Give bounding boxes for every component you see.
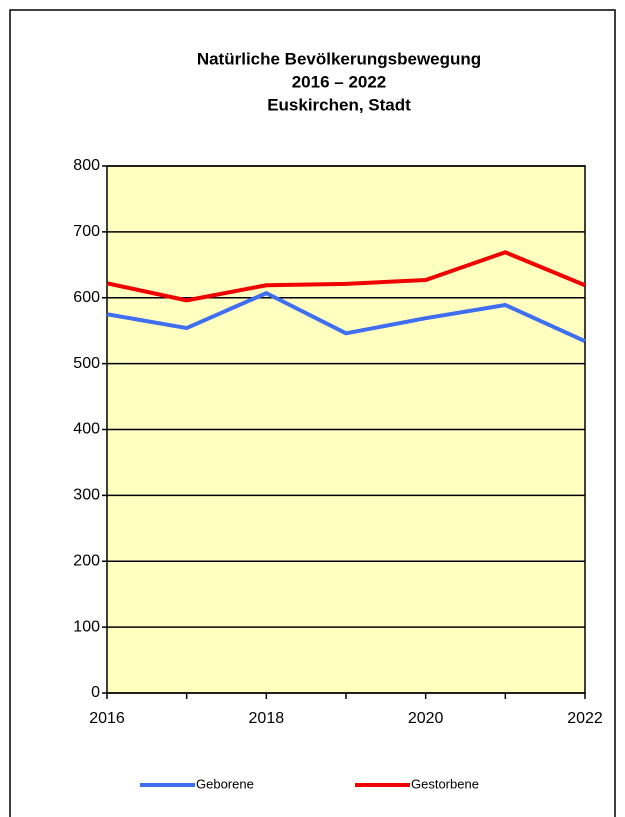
- y-tick-label: 200: [73, 552, 100, 569]
- chart-title: Euskirchen, Stadt: [267, 95, 411, 114]
- legend-label: Gestorbene: [411, 776, 479, 791]
- y-tick-label: 500: [73, 355, 100, 372]
- y-tick-label: 400: [73, 421, 100, 438]
- y-tick-label: 0: [91, 684, 100, 701]
- y-tick-label: 300: [73, 487, 100, 504]
- y-tick-label: 800: [73, 157, 100, 174]
- y-tick-label: 700: [73, 223, 100, 240]
- chart-title: 2016 – 2022: [292, 72, 387, 91]
- y-tick-label: 100: [73, 618, 100, 635]
- x-tick-label: 2022: [567, 710, 603, 727]
- y-tick-label: 600: [73, 289, 100, 306]
- x-tick-label: 2020: [408, 710, 444, 727]
- data-line: [106, 291, 586, 344]
- data-line: [106, 250, 586, 303]
- x-tick-label: 2016: [89, 710, 125, 727]
- chart-title: Natürliche Bevölkerungsbewegung: [197, 49, 481, 68]
- x-tick-label: 2018: [249, 710, 285, 727]
- legend-label: Geborene: [196, 776, 254, 791]
